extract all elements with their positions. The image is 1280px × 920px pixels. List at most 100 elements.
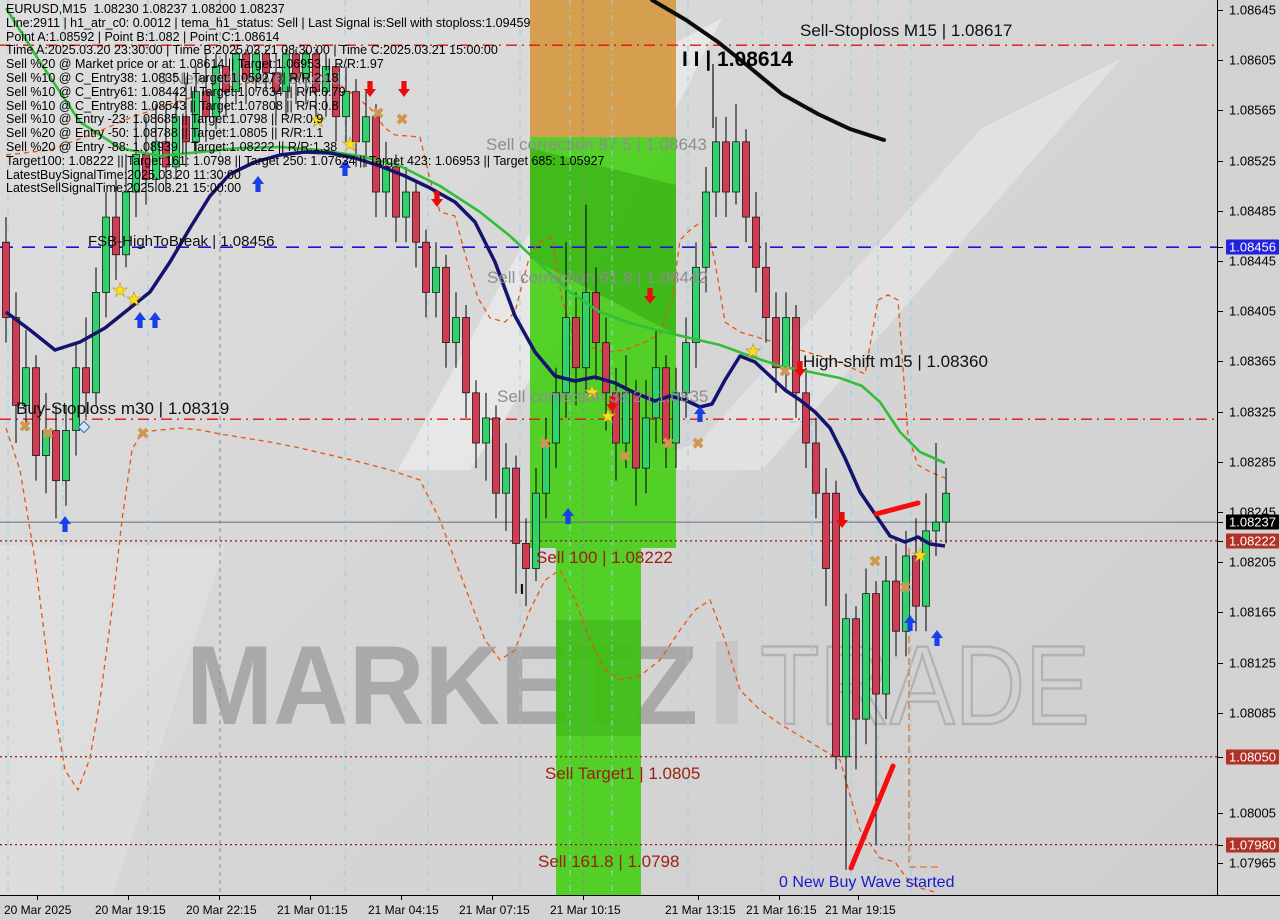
candle-bear [662,367,670,444]
orange-step-1 [908,548,942,868]
candle-bull [532,492,540,569]
candle-bear [772,317,780,369]
candle-bear [802,392,810,444]
time-axis-tick [583,896,584,900]
time-axis-tick [779,896,780,900]
candle-bull [192,91,200,143]
sell-arrow-icon [431,191,443,207]
candle-bull [362,116,370,143]
time-label: 20 Mar 19:15 [95,903,166,917]
cross-signal-icon: ✖ [396,112,409,129]
price-axis-tick [1218,60,1223,62]
buy-arrow-icon [252,176,264,192]
candle-bear [892,580,900,632]
candle-bear [242,53,250,80]
cross-signal-icon: ✖ [137,426,150,443]
candle-bear [292,53,300,80]
candle-bull [72,367,80,431]
candle-bull [432,266,440,293]
candle-bear [112,216,120,256]
price-label: 1.08205 [1229,554,1276,570]
price-axis-tick [1218,712,1223,714]
time-axis-tick [310,896,311,900]
star-signal-icon: ★ [744,342,761,363]
zone-orange [530,0,676,137]
cross-signal-icon: ✖ [869,554,882,571]
price-axis-tick [1218,10,1223,12]
price-axis-tick [1218,813,1223,815]
candle-bear [852,618,860,720]
background-swoosh [618,58,1122,470]
annotation-sell-correction-382[interactable]: Sell correction 38.2 | 1.0835 [497,387,708,406]
red-trend-segment[interactable] [873,500,921,517]
price-axis-tick [1218,522,1223,524]
candlesticks [2,48,950,870]
annotation-sell-1618-label[interactable]: Sell 161.8 | 1.0798 [538,852,679,871]
star-signal-icon: ★ [125,290,142,311]
price-axis-tick [1218,461,1223,463]
buy-arrow-icon [562,508,574,524]
annotation-point-c-label[interactable]: I I | 1.08614 [682,48,793,71]
watermark-separator [716,641,738,724]
background-swoosh [0,545,225,895]
time-label: 21 Mar 04:15 [368,903,439,917]
candle-bull [172,116,180,168]
price-label-highlighted: 1.08456 [1226,239,1279,255]
candle-bull [682,342,690,394]
annotation-sell-stoploss-label[interactable]: Sell-Stoploss M15 | 1.08617 [800,21,1012,40]
cross-signal-icon: ✖ [42,426,55,443]
price-label: 1.07965 [1229,855,1276,871]
price-axis-tick [1218,540,1223,542]
annotation-sell-100-label[interactable]: Sell 100 | 1.08222 [536,548,673,567]
candle-bull [452,317,460,344]
price-axis-tick [1218,844,1223,846]
ma-line-navy [4,150,946,548]
price-axis-tick [1218,612,1223,614]
candle-bear [572,317,580,369]
price-label: 1.08165 [1229,604,1276,620]
price-axis-tick [1218,863,1223,865]
cross-signal-icon: ✖ [539,436,552,453]
ma-line-green [4,7,946,465]
price-axis-tick [1218,512,1223,514]
annotation-sell-correction-875[interactable]: Sell correction 87.5 | 1.08643 [486,135,707,154]
zone-shade [556,620,641,736]
sell-arrow-icon [794,361,806,377]
black-trendline[interactable] [650,0,886,142]
chart-canvas[interactable]: MARKETZ TRADE★★★★★★★★✖ ✖ ✖✖ ✖✖✖✖ ✖✖✖✖ISell-St… [0,0,1217,895]
candle-bull [302,53,310,80]
candle-bear [492,417,500,494]
candle-bear [592,292,600,344]
star-signal-icon: ★ [111,281,128,302]
candle-bear [392,166,400,218]
candle-bull [552,392,560,444]
annotation-fsb-label[interactable]: FSB-HighToBreak | 1.08456 [88,233,275,250]
band-lower [5,427,936,893]
candle-bull [232,53,240,93]
time-label: 21 Mar 10:15 [550,903,621,917]
candle-bear [332,66,340,118]
time-label: 21 Mar 07:15 [459,903,530,917]
candle-bull [542,442,550,494]
candle-bear [462,317,470,394]
annotation-high-shift-label[interactable]: High-shift m15 | 1.08360 [803,352,988,371]
price-axis-tick [1218,110,1223,112]
bar-tick-mark: I [520,581,524,598]
candle-bear [32,367,40,456]
annotation-buy-stoploss-label[interactable]: Buy-Stoploss m30 | 1.08319 [16,399,229,418]
annotation-sell-correction-618[interactable]: Sell correction 61.8 | 1.08442 [487,268,708,287]
time-label: 21 Mar 16:15 [746,903,817,917]
candle-bull [252,53,260,80]
candle-bear [522,543,530,569]
candle-bear [822,492,830,569]
price-axis[interactable]: 1.08645 1.08605 1.08565 1.08525 1.08485 1.084… [1217,0,1280,895]
red-trend-segment[interactable] [848,763,896,871]
candle-bull [842,618,850,758]
annotation-sell-target1-label[interactable]: Sell Target1 | 1.0805 [545,764,700,783]
annotation-new-sell-wave[interactable]: 0 New Sell wave started [158,69,340,88]
candle-bull [282,53,290,93]
annotation-new-buy-wave[interactable]: 0 New Buy Wave started [779,874,954,891]
candle-bull [712,141,720,193]
time-axis[interactable]: 20 Mar 2025 20 Mar 19:15 20 Mar 22:15 21 Ma… [0,895,1280,920]
price-axis-tick [1218,261,1223,263]
